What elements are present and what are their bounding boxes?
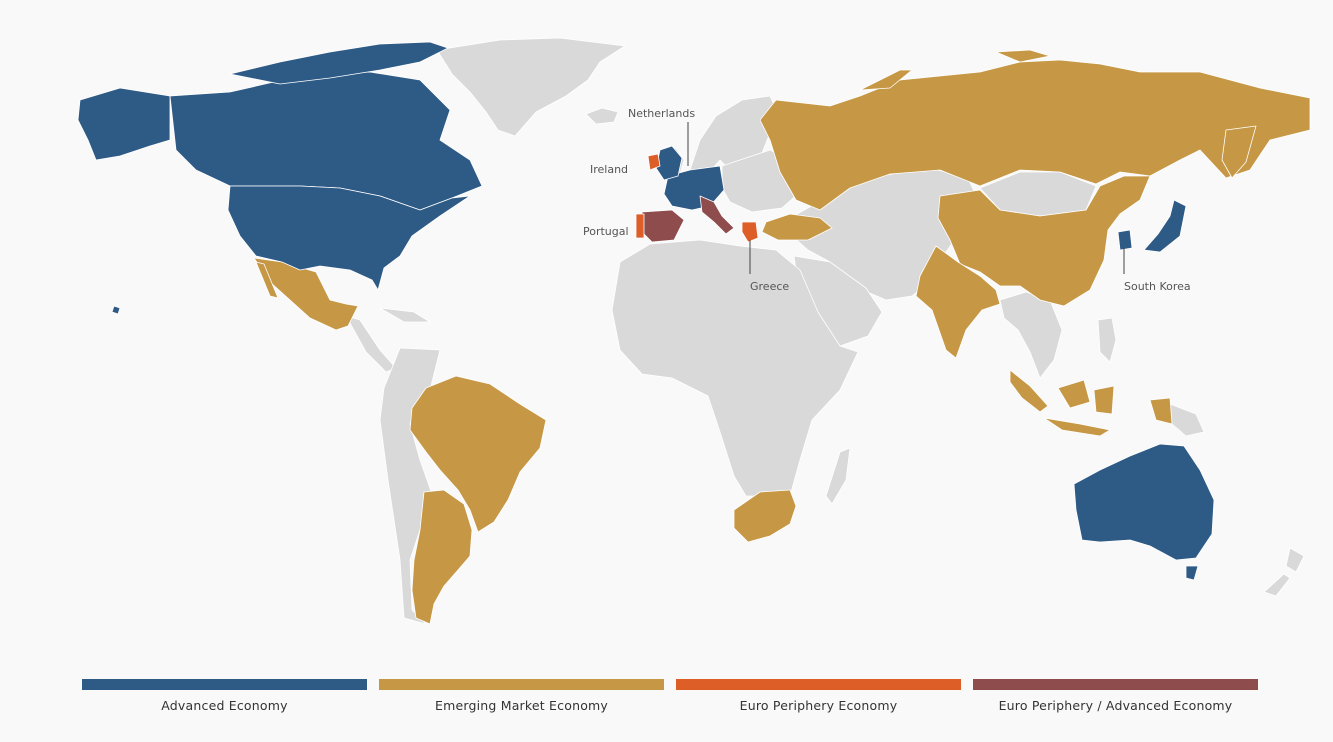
turkey	[761, 213, 833, 241]
australia	[1073, 443, 1215, 561]
legend-item-advanced: Advanced Economy	[82, 679, 367, 713]
legend: Advanced Economy Emerging Market Economy…	[82, 679, 1258, 729]
italy	[699, 195, 735, 235]
africa	[611, 239, 859, 497]
south-africa	[733, 489, 797, 543]
south-korea	[1117, 229, 1133, 251]
ireland-label: Ireland	[590, 163, 628, 176]
novaya-zemlya	[859, 49, 1051, 91]
brazil	[409, 375, 547, 533]
china	[937, 175, 1151, 307]
legend-item-euro-periphery: Euro Periphery Economy	[676, 679, 961, 713]
mexico	[253, 257, 359, 331]
tasmania	[1185, 565, 1199, 581]
legend-swatch-advanced	[82, 679, 367, 690]
legend-label-emerging: Emerging Market Economy	[434, 698, 609, 713]
greenland	[436, 37, 626, 137]
madagascar	[825, 447, 851, 505]
portugal-label: Portugal	[583, 225, 629, 238]
india	[915, 245, 1001, 359]
argentina	[411, 489, 473, 625]
usa	[227, 185, 471, 291]
spain	[641, 209, 685, 243]
alaska	[77, 87, 171, 161]
baja-california	[255, 261, 279, 299]
png	[1169, 403, 1205, 437]
legend-label-euro-periphery-advanced: Euro Periphery / Advanced Economy	[998, 698, 1233, 713]
caribbean	[379, 307, 431, 323]
legend-item-euro-periphery-advanced: Euro Periphery / Advanced Economy	[973, 679, 1258, 713]
kamchatka	[1221, 125, 1257, 179]
legend-item-emerging: Emerging Market Economy	[379, 679, 664, 713]
southeast-asia	[999, 291, 1063, 379]
legend-swatch-emerging	[379, 679, 664, 690]
philippines	[1097, 317, 1117, 363]
hawaii	[111, 305, 121, 315]
legend-label-euro-periphery: Euro Periphery Economy	[739, 698, 898, 713]
ireland	[647, 153, 661, 171]
portugal	[635, 213, 645, 239]
indonesia	[1009, 369, 1173, 437]
legend-swatch-euro-periphery-advanced	[973, 679, 1258, 690]
new-zealand	[1263, 547, 1305, 597]
greece-label: Greece	[750, 280, 789, 293]
japan	[1143, 199, 1187, 253]
greece	[741, 221, 759, 243]
legend-label-advanced: Advanced Economy	[161, 698, 288, 713]
south-korea-label: South Korea	[1124, 280, 1191, 293]
russia	[759, 59, 1311, 211]
netherlands-label: Netherlands	[628, 107, 695, 120]
arctic-islands	[229, 41, 449, 85]
central-america	[345, 315, 397, 373]
legend-swatch-euro-periphery	[676, 679, 961, 690]
iceland	[585, 107, 619, 125]
